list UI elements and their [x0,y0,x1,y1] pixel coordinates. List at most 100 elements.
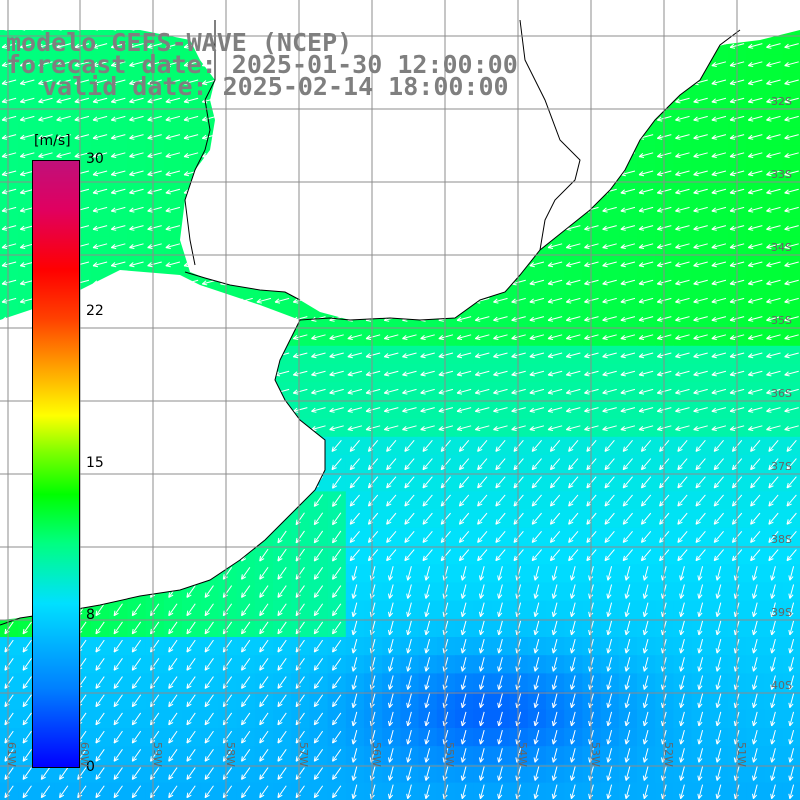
wind-arrow [129,188,144,195]
wind-arrow [622,440,633,452]
wind-arrow [292,370,308,377]
wind-arrow [638,352,654,359]
wind-arrow [511,407,526,413]
wind-arrow [620,206,636,213]
wind-arrow [402,407,417,413]
wind-arrow [620,261,636,268]
wind-arrow [56,134,71,140]
wind-arrow [110,206,126,213]
wind-arrow [511,316,526,322]
wind-arrow [110,115,126,122]
wind-arrow [1,43,17,49]
wind-arrow [766,97,781,104]
wind-arrow [766,261,781,268]
wind-arrow [474,352,490,359]
wind-arrow [565,261,581,268]
wind-arrow [420,370,435,377]
wind-arrow [602,352,617,359]
wind-arrow [784,316,799,322]
wind-arrow [784,279,799,286]
wind-arrow [74,97,90,104]
wind-arrow [568,440,579,452]
wind-arrow [349,440,360,452]
wind-arrow [784,225,799,231]
wind-arrow [474,334,490,341]
wind-arrow [565,297,581,304]
wind-arrow [292,388,308,395]
wind-arrow [784,206,799,213]
wind-arrow [638,388,654,395]
wind-arrow [1,79,17,86]
longitude-label: 57W [297,742,310,767]
colorbar [32,160,80,768]
longitude-label: 60W [78,742,91,767]
wind-arrow [110,134,126,140]
wind-arrow [19,115,35,122]
wind-arrow [19,170,35,177]
wind-arrow [147,152,162,159]
wind-arrow [677,440,688,452]
wind-arrow [129,206,144,213]
wind-arrow [766,334,781,341]
wind-arrow [711,152,727,159]
wind-arrow [620,225,636,231]
wind-arrow [365,352,381,359]
wind-arrow [329,334,344,341]
wind-arrow [693,170,708,177]
wind-arrow [19,297,35,304]
wind-arrow [38,152,53,159]
wind-arrow [347,334,363,341]
wind-arrow [529,370,545,377]
wind-arrow [438,425,454,432]
wind-arrow [92,152,108,159]
wind-arrow [183,152,199,159]
wind-arrow [711,79,727,86]
wind-arrow [711,297,727,304]
longitude-label: 61W [5,742,18,767]
wind-arrow [784,97,799,104]
wind-arrow [766,279,781,286]
wind-arrow [474,316,490,322]
latitude-label: 40S [771,679,792,692]
wind-arrow [511,334,526,341]
wind-arrow [711,225,727,231]
wind-arrow [38,97,53,104]
wind-arrow [495,440,506,452]
wind-arrow [675,297,690,304]
wind-arrow [766,43,781,49]
wind-arrow [147,261,162,268]
wind-arrow [92,43,108,49]
wind-arrow [129,134,144,140]
wind-arrow [675,188,690,195]
wind-arrow [675,425,690,432]
wind-arrow [402,425,417,432]
wind-arrow [531,440,542,452]
wind-arrow [331,440,342,452]
wind-arrow [747,170,763,177]
wind-arrow [602,206,617,213]
wind-arrow [329,370,344,377]
wind-arrow [347,352,363,359]
wind-arrow [74,43,90,49]
wind-arrow [493,388,508,395]
wind-arrow [383,407,399,413]
longitude-label: 51W [735,742,748,767]
latitude-label: 38S [771,533,792,546]
wind-arrow [602,261,617,268]
wind-arrow [147,43,162,49]
wind-arrow [165,225,181,231]
wind-arrow [784,188,799,195]
wind-arrow [329,388,344,395]
wind-arrow [474,388,490,395]
wind-arrow [547,297,563,304]
colorbar-tick-22: 22 [86,303,104,319]
wind-arrow [693,425,708,432]
wind-arrow [638,225,654,231]
wind-arrow [547,243,563,250]
wind-arrow [56,43,71,49]
wind-arrow [695,440,706,452]
wind-arrow [711,188,727,195]
wind-arrow [747,97,763,104]
wind-arrow [147,79,162,86]
wind-arrow [19,134,35,140]
